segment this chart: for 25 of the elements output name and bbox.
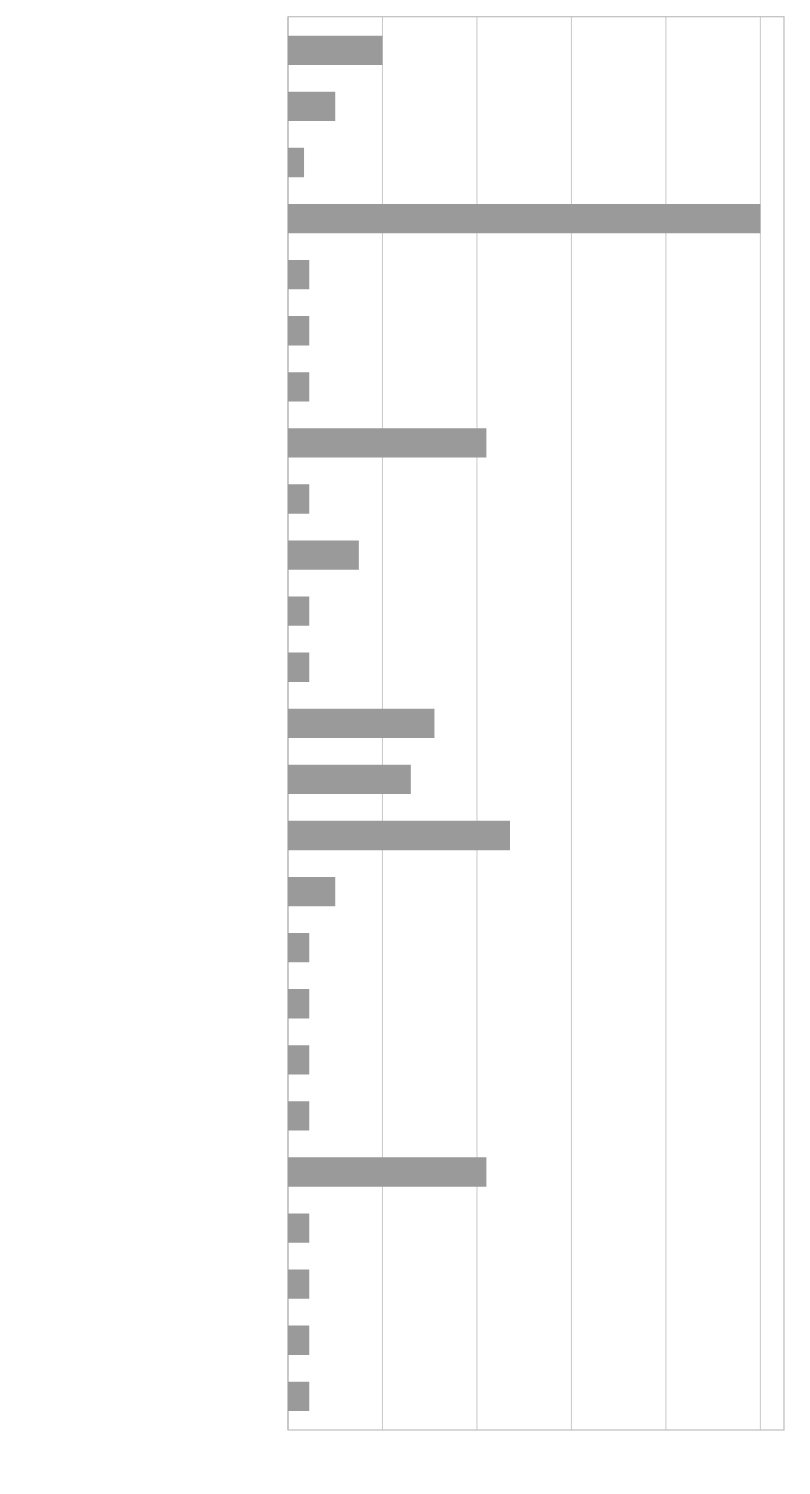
bar bbox=[288, 764, 411, 795]
bar bbox=[288, 1157, 487, 1187]
bar bbox=[288, 91, 336, 122]
bar bbox=[288, 1213, 310, 1243]
bar bbox=[288, 35, 383, 66]
bar bbox=[288, 989, 310, 1019]
bar bbox=[288, 540, 359, 570]
bar bbox=[288, 596, 310, 626]
bar bbox=[288, 708, 435, 739]
bar bbox=[288, 428, 487, 458]
bar bbox=[288, 1101, 310, 1131]
bar bbox=[288, 147, 305, 178]
bar bbox=[288, 820, 511, 851]
bar bbox=[288, 260, 310, 290]
bar bbox=[288, 372, 310, 402]
bar bbox=[288, 1045, 310, 1075]
bar bbox=[288, 876, 336, 907]
bar bbox=[288, 652, 310, 682]
bar bbox=[288, 316, 310, 346]
bar bbox=[288, 484, 310, 514]
bar bbox=[288, 1325, 310, 1355]
bar bbox=[288, 1269, 310, 1299]
bar bbox=[288, 933, 310, 963]
bar bbox=[288, 203, 761, 234]
bar bbox=[288, 1381, 310, 1412]
